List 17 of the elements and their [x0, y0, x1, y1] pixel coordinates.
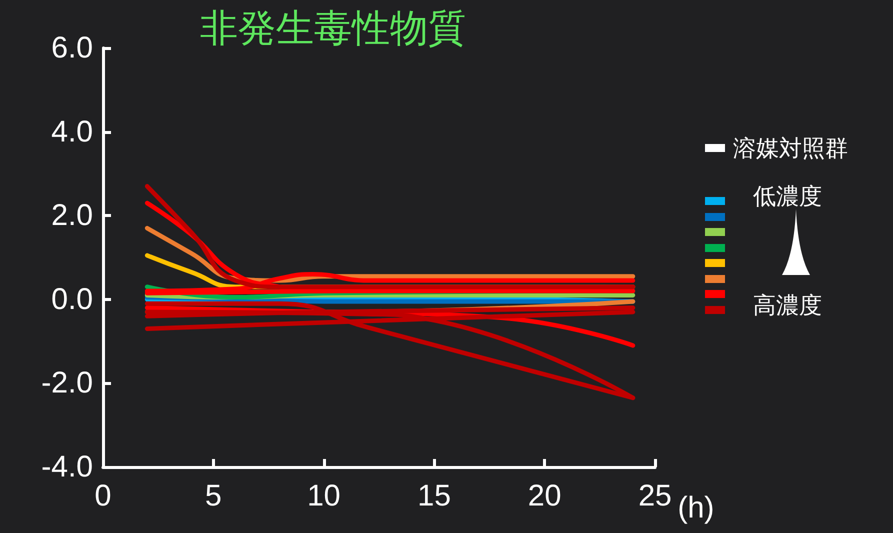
x-tick-label: 15 [418, 480, 451, 512]
text: 低濃度 [753, 183, 822, 212]
x-tick-label: 0 [94, 480, 112, 512]
chart-title: 非発生毒性物質 [200, 6, 466, 50]
y-tick-label: 4.0 [51, 115, 93, 148]
x-axis-title: (h) [678, 492, 714, 524]
y-tick-label: 6.0 [51, 32, 93, 64]
y-tick-label: -4.0 [41, 450, 93, 484]
legend-label: 溶媒対照群 [733, 135, 848, 164]
text: 高濃度 [753, 292, 822, 320]
x-tick-label: 5 [205, 480, 222, 512]
y-tick-label: 0.0 [51, 282, 93, 316]
x-tick-label: 10 [307, 480, 340, 512]
x-tick-label: 20 [528, 480, 562, 512]
y-tick-label: 2.0 [51, 199, 93, 232]
x-tick-label: 25 [638, 480, 672, 512]
y-tick-label: -2.0 [41, 366, 93, 400]
